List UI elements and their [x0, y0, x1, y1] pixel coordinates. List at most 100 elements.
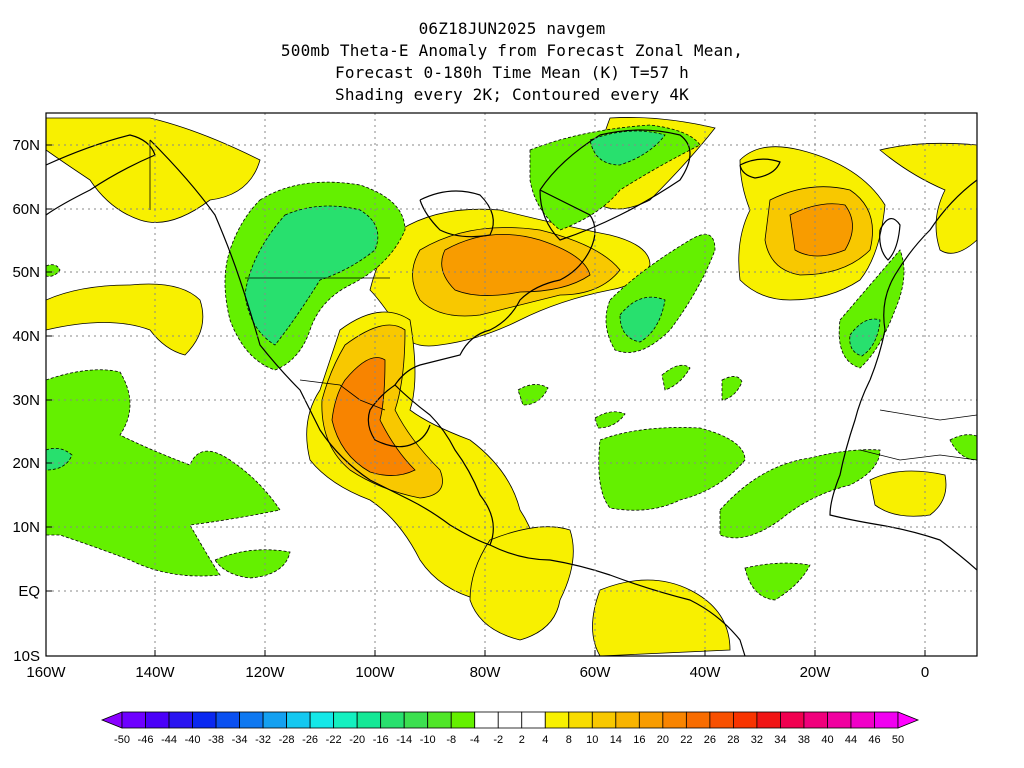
shade-green-greenland [529, 124, 701, 231]
colorbar-label: -44 [161, 734, 177, 746]
map-plot [45, 112, 978, 657]
shade-green-med-iberia [849, 318, 881, 357]
colorbar-label: 44 [845, 734, 857, 746]
colorbar-label: 14 [610, 734, 622, 746]
coast-africa [829, 379, 977, 571]
shade-yellow-sahara [869, 470, 947, 517]
colorbar-swatch [827, 711, 852, 729]
colorbar-swatch [568, 711, 593, 729]
colorbar-label: 34 [774, 734, 786, 746]
shade-green-atlantic-small-1 [517, 384, 549, 406]
latitude-labels: 70N 60N 50N 40N 30N 20N 10N EQ 10S [12, 137, 40, 665]
colorbar-swatch [780, 711, 805, 729]
lon-label-60w: 60W [580, 664, 612, 681]
colorbar-swatch [427, 711, 452, 729]
title-line-2: 500mb Theta-E Anomaly from Forecast Zona… [280, 41, 744, 60]
shade-green-east-pacific-south [214, 549, 291, 579]
lat-label-20n: 20N [12, 455, 40, 472]
lat-label-10n: 10N [12, 519, 40, 536]
colorbar-label: -32 [255, 734, 271, 746]
coast-south-america [489, 544, 746, 656]
colorbar-swatch [286, 711, 311, 729]
colorbar-label: -38 [208, 734, 224, 746]
colorbar-swatch [521, 711, 546, 729]
lon-label-0: 0 [921, 664, 929, 681]
colorbar-label: -46 [138, 734, 154, 746]
colorbar-label: 32 [751, 734, 763, 746]
shade-yellow-south-america [469, 526, 574, 641]
colorbar-swatch [591, 711, 617, 729]
colorbar-label: 46 [868, 734, 880, 746]
colorbar-label: 22 [680, 734, 692, 746]
lon-label-40w: 40W [690, 664, 722, 681]
lon-label-80w: 80W [470, 664, 502, 681]
colorbar-arrow-right [897, 711, 920, 729]
colorbar-label: -2 [493, 734, 503, 746]
colorbar-swatch [380, 711, 405, 729]
lat-label-30n: 30N [12, 392, 40, 409]
border-sahel [859, 449, 977, 461]
shade-green-pacific-north [46, 264, 61, 277]
colorbar-swatch [356, 711, 382, 729]
colorbar-label: -40 [185, 734, 201, 746]
colorbar-swatch [874, 711, 899, 729]
colorbar-swatch [497, 711, 523, 729]
colorbar-label: -20 [349, 734, 365, 746]
shade-orange-east-atlantic [789, 203, 853, 257]
title-line-4: Shading every 2K; Contoured every 4K [335, 85, 689, 104]
coast-gulf-of-mexico [367, 384, 431, 448]
coast-north-america-east [394, 189, 596, 546]
colorbar-swatch [121, 711, 146, 729]
shade-green-atlantic-small-3 [721, 376, 743, 401]
shade-green-hawaii [46, 447, 73, 471]
colorbar-label: -10 [420, 734, 436, 746]
coast-hudson-bay [419, 190, 494, 238]
colorbar-label: 16 [633, 734, 645, 746]
lat-label-70n: 70N [12, 137, 40, 154]
coast-alaska [46, 134, 156, 216]
shade-green-central-atlantic [598, 427, 746, 511]
lon-label-100w: 100W [355, 664, 395, 681]
shade-green-med-western-us [244, 205, 379, 346]
colorbar-label: 26 [704, 734, 716, 746]
colorbar-swatch [309, 711, 335, 729]
lat-label-eq: EQ [18, 583, 40, 600]
colorbar-label: 50 [892, 734, 904, 746]
shade-yellow-pacific-west [46, 283, 204, 356]
plot-frame [45, 112, 978, 657]
border-us-mexico [299, 379, 386, 411]
colorbar-swatch [215, 711, 240, 729]
title-line-1: 06Z18JUN2025 navgem [418, 19, 606, 38]
lon-label-160w: 160W [26, 664, 66, 681]
lat-label-10s: 10S [13, 648, 40, 665]
coast-greenland [539, 129, 691, 241]
shade-green-atlantic-small-4 [594, 411, 626, 429]
coast-europe [869, 179, 977, 381]
shade-green-east-atlantic-trop [719, 449, 881, 539]
lat-label-60n: 60N [12, 201, 40, 218]
shade-green-med-greenland [589, 130, 666, 166]
shade-green-africa-east [949, 434, 977, 461]
colorbar-swatch [850, 711, 875, 729]
colorbar-swatch [192, 711, 217, 729]
lon-label-120w: 120W [245, 664, 285, 681]
colorbar-label: -22 [326, 734, 342, 746]
colorbar-label: -14 [396, 734, 412, 746]
shade-green-atlantic-small-2 [661, 364, 691, 391]
colorbar-label: 10 [586, 734, 598, 746]
colorbar-label: 28 [727, 734, 739, 746]
borders [149, 140, 977, 461]
colorbar-swatch [168, 711, 193, 729]
colorbar-swatch [145, 711, 170, 729]
colorbar-swatch [709, 711, 734, 729]
colorbar-swatch [333, 711, 358, 729]
colorbar-swatch [732, 711, 758, 729]
colorbar-swatch [662, 711, 687, 729]
colorbar-swatch [474, 711, 499, 729]
graticule [46, 113, 977, 656]
colorbar-swatch [756, 711, 781, 729]
lon-label-20w: 20W [800, 664, 832, 681]
ticks [46, 144, 926, 656]
colorbar-swatch [615, 711, 640, 729]
